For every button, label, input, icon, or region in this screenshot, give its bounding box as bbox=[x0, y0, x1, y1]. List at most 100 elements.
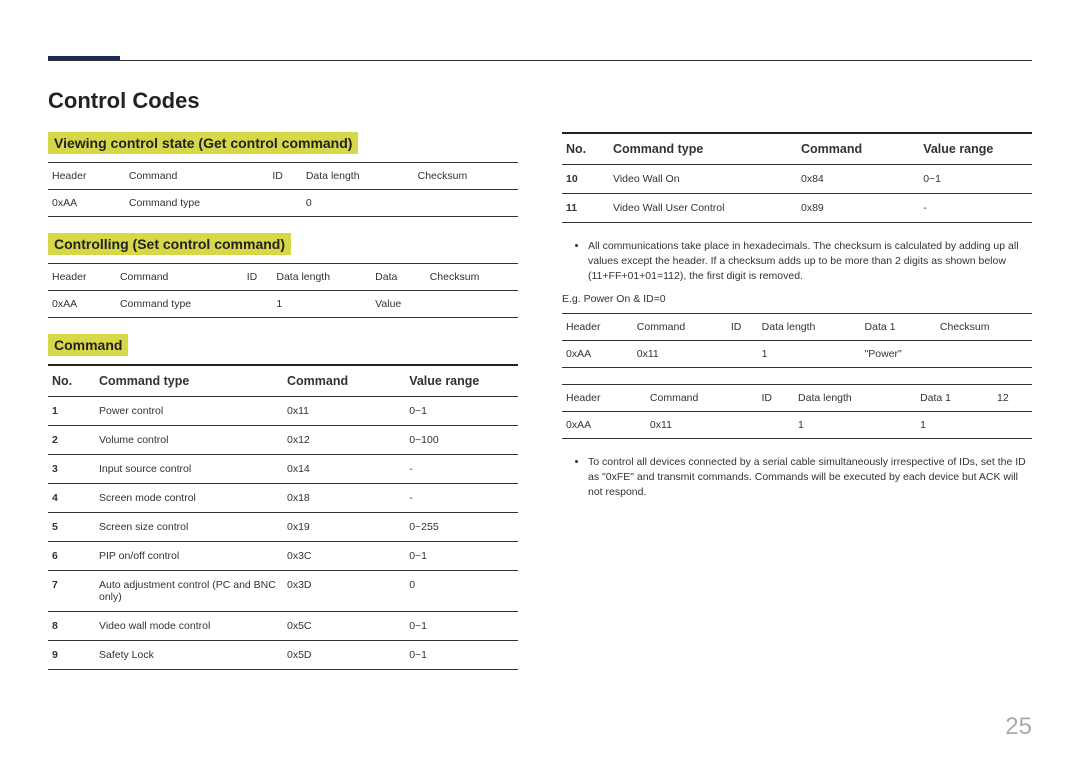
left-column: Viewing control state (Get control comma… bbox=[48, 132, 518, 686]
table-cell: 0xAA bbox=[562, 411, 646, 438]
table-cell: 0x3C bbox=[283, 542, 405, 571]
page-number: 25 bbox=[1005, 713, 1032, 741]
note-checksum-text: All communications take place in hexadec… bbox=[588, 239, 1032, 285]
table-header: Command bbox=[125, 163, 268, 190]
table-header: Command bbox=[283, 365, 405, 397]
table-cell: Input source control bbox=[95, 455, 283, 484]
table-header: Command type bbox=[95, 365, 283, 397]
table-cell: 0x14 bbox=[283, 455, 405, 484]
table-cell bbox=[993, 411, 1032, 438]
table-cell: 10 bbox=[562, 165, 609, 194]
table-cell: 8 bbox=[48, 612, 95, 641]
accent-bar bbox=[48, 56, 120, 60]
table-header: Checksum bbox=[426, 264, 518, 291]
table-cell: Command type bbox=[116, 291, 243, 318]
table-header: ID bbox=[727, 313, 758, 340]
table-cell: 1 bbox=[794, 411, 916, 438]
table-header: Header bbox=[48, 264, 116, 291]
table-cell: 0x11 bbox=[646, 411, 758, 438]
table-command-left: No.Command typeCommandValue range 1Power… bbox=[48, 364, 518, 670]
table-row: 2Volume control0x120~100 bbox=[48, 426, 518, 455]
table-cell: 9 bbox=[48, 641, 95, 670]
table-cell: 0x3D bbox=[283, 571, 405, 612]
table-viewing: HeaderCommandIDData lengthChecksum0xAACo… bbox=[48, 162, 518, 217]
table-cell: - bbox=[405, 484, 518, 513]
table-row: 5Screen size control0x190~255 bbox=[48, 513, 518, 542]
table-header: Data 1 bbox=[861, 313, 936, 340]
top-rule bbox=[48, 60, 1032, 61]
table-header: ID bbox=[243, 264, 273, 291]
table-cell: 0x11 bbox=[283, 397, 405, 426]
table-header: Value range bbox=[405, 365, 518, 397]
example-label: E.g. Power On & ID=0 bbox=[562, 293, 1032, 305]
content-columns: Viewing control state (Get control comma… bbox=[48, 132, 1032, 686]
table-cell: 5 bbox=[48, 513, 95, 542]
table-cell: Auto adjustment control (PC and BNC only… bbox=[95, 571, 283, 612]
table-cell bbox=[414, 190, 518, 217]
heading-viewing: Viewing control state (Get control comma… bbox=[48, 132, 358, 154]
table-cell: 0~1 bbox=[919, 165, 1032, 194]
table-cell: 0xAA bbox=[48, 190, 125, 217]
table-cell: 0x18 bbox=[283, 484, 405, 513]
table-cell: 0~1 bbox=[405, 542, 518, 571]
table-cell: - bbox=[405, 455, 518, 484]
table-row: 1Power control0x110~1 bbox=[48, 397, 518, 426]
table-cell: 0x19 bbox=[283, 513, 405, 542]
table-cell: 0x84 bbox=[797, 165, 919, 194]
table-header: Data bbox=[371, 264, 426, 291]
table-cell: Video Wall User Control bbox=[609, 194, 797, 223]
page-title: Control Codes bbox=[48, 88, 1032, 114]
table-row: 8Video wall mode control0x5C0~1 bbox=[48, 612, 518, 641]
table-controlling: HeaderCommandIDData lengthDataChecksum0x… bbox=[48, 263, 518, 318]
table-cell: 0 bbox=[405, 571, 518, 612]
table-header: Header bbox=[562, 384, 646, 411]
table-cell: 1 bbox=[272, 291, 371, 318]
table-header: 12 bbox=[993, 384, 1032, 411]
table-cell: 0x5C bbox=[283, 612, 405, 641]
table-header: Checksum bbox=[414, 163, 518, 190]
table-header: Header bbox=[562, 313, 633, 340]
table-cell: 0xAA bbox=[48, 291, 116, 318]
table-cell: 0x89 bbox=[797, 194, 919, 223]
table-cell: 0x5D bbox=[283, 641, 405, 670]
table-cell bbox=[426, 291, 518, 318]
table-cell: 2 bbox=[48, 426, 95, 455]
note-broadcast: To control all devices connected by a se… bbox=[562, 455, 1032, 501]
table-cell: PIP on/off control bbox=[95, 542, 283, 571]
table-header: ID bbox=[757, 384, 794, 411]
table-cell: 0~100 bbox=[405, 426, 518, 455]
table-cell: 0~1 bbox=[405, 641, 518, 670]
table-row: 10Video Wall On0x840~1 bbox=[562, 165, 1032, 194]
table-cell: 0~1 bbox=[405, 397, 518, 426]
section-controlling: Controlling (Set control command) Header… bbox=[48, 233, 518, 318]
note-checksum: All communications take place in hexadec… bbox=[562, 239, 1032, 285]
table-cell: Screen size control bbox=[95, 513, 283, 542]
table-cell: 1 bbox=[758, 340, 861, 367]
table-cell: 6 bbox=[48, 542, 95, 571]
table-header: Value range bbox=[919, 133, 1032, 165]
right-column: No.Command typeCommandValue range 10Vide… bbox=[562, 132, 1032, 686]
table-cell: Power control bbox=[95, 397, 283, 426]
table-cell: Screen mode control bbox=[95, 484, 283, 513]
table-cell: 0x12 bbox=[283, 426, 405, 455]
table-row: 4Screen mode control0x18- bbox=[48, 484, 518, 513]
table-row: 3Input source control0x14- bbox=[48, 455, 518, 484]
table-row: 9Safety Lock0x5D0~1 bbox=[48, 641, 518, 670]
table-cell: Volume control bbox=[95, 426, 283, 455]
table-header: Data length bbox=[758, 313, 861, 340]
table-cell bbox=[243, 291, 273, 318]
table-header: Command type bbox=[609, 133, 797, 165]
table-command-right: No.Command typeCommandValue range 10Vide… bbox=[562, 132, 1032, 223]
table-cell: Video Wall On bbox=[609, 165, 797, 194]
heading-command: Command bbox=[48, 334, 128, 356]
table-row: 7Auto adjustment control (PC and BNC onl… bbox=[48, 571, 518, 612]
table-header: ID bbox=[268, 163, 302, 190]
table-header: No. bbox=[48, 365, 95, 397]
table-cell: 1 bbox=[48, 397, 95, 426]
table-cell: 11 bbox=[562, 194, 609, 223]
table-cell: 7 bbox=[48, 571, 95, 612]
table-cell: Value bbox=[371, 291, 426, 318]
section-command: Command No.Command typeCommandValue rang… bbox=[48, 334, 518, 670]
table-row: 6PIP on/off control0x3C0~1 bbox=[48, 542, 518, 571]
table-cell: Video wall mode control bbox=[95, 612, 283, 641]
